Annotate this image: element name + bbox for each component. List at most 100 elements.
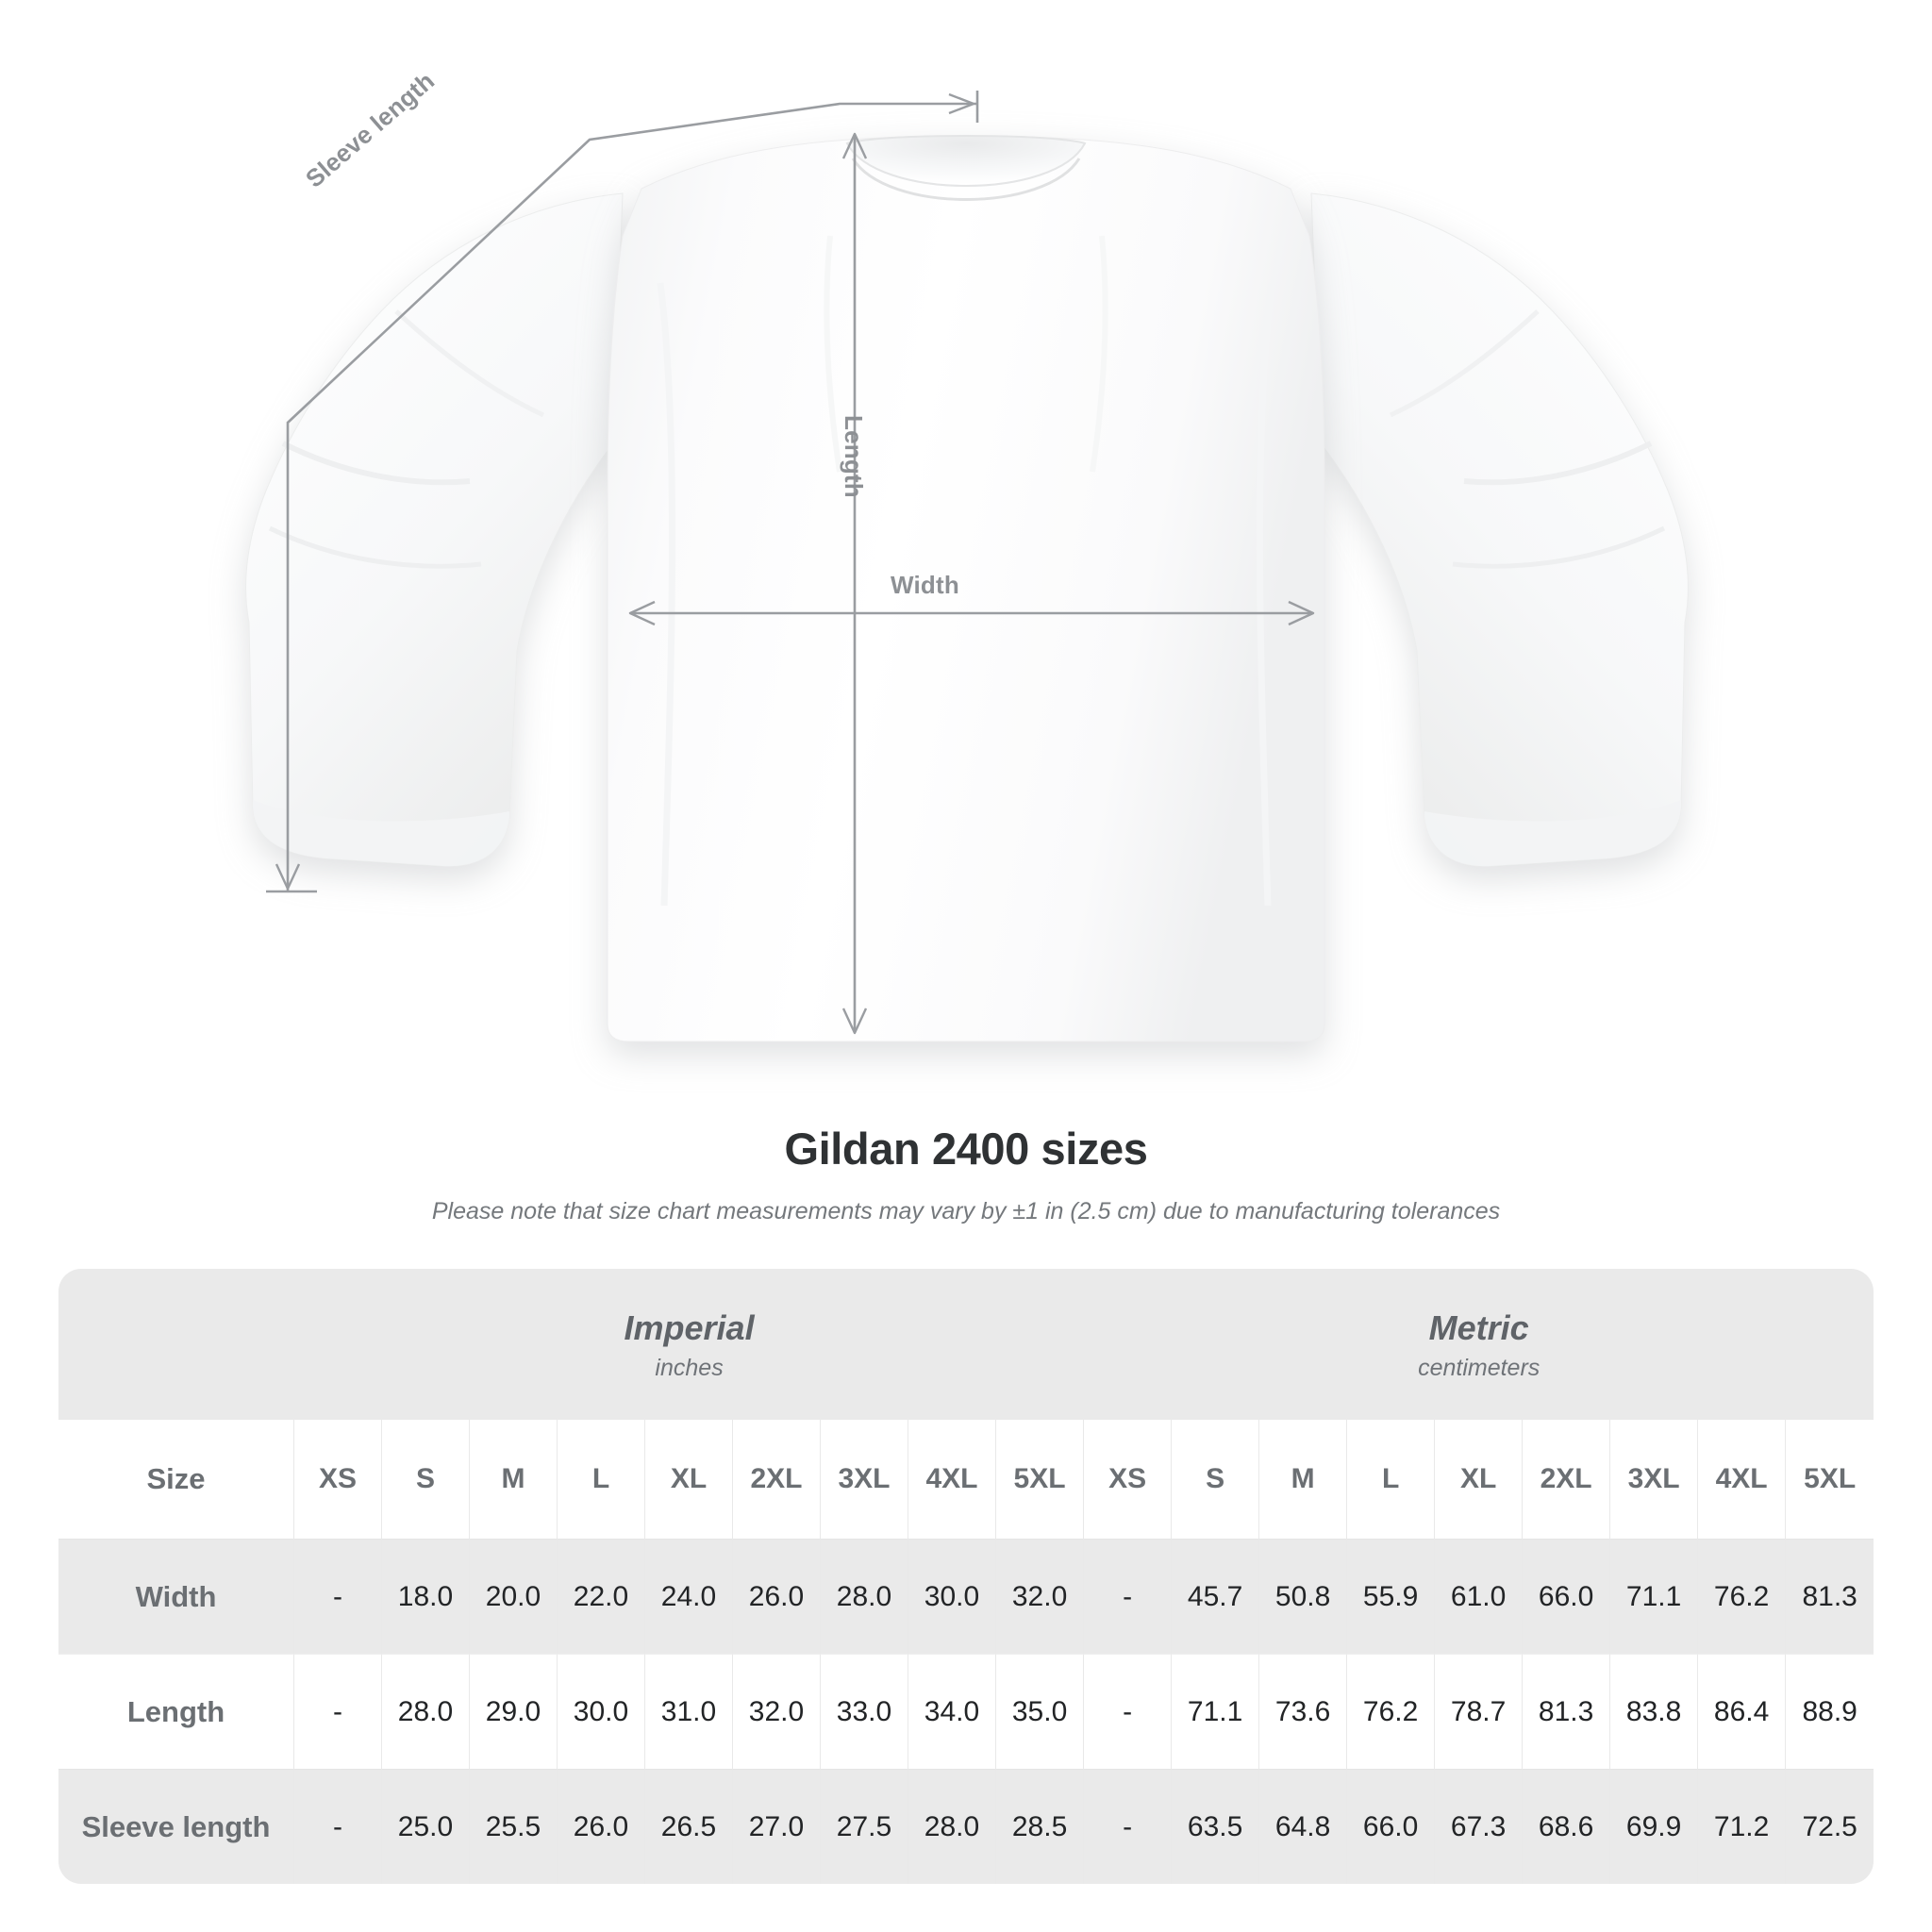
size-header-imperial-s: S xyxy=(382,1420,470,1539)
cell: 66.0 xyxy=(1347,1769,1436,1884)
cell: 66.0 xyxy=(1523,1539,1611,1654)
size-header-metric-2xl: 2XL xyxy=(1523,1420,1611,1539)
cell: 32.0 xyxy=(733,1654,821,1769)
cell: 26.5 xyxy=(645,1769,733,1884)
row-label-width: Width xyxy=(58,1539,294,1654)
cell: 61.0 xyxy=(1435,1539,1524,1654)
cell: 28.0 xyxy=(821,1539,908,1654)
cell: 30.0 xyxy=(558,1654,645,1769)
size-header-metric-l: L xyxy=(1347,1420,1436,1539)
size-header-metric-m: M xyxy=(1259,1420,1348,1539)
table-row: Length - 28.0 29.0 30.0 31.0 32.0 33.0 3… xyxy=(58,1654,1874,1769)
cell: 73.6 xyxy=(1259,1654,1348,1769)
unit-spacer-cell xyxy=(58,1269,294,1420)
cell: - xyxy=(1084,1539,1173,1654)
size-header-metric-xs: XS xyxy=(1084,1420,1173,1539)
size-header-imperial-2xl: 2XL xyxy=(733,1420,821,1539)
cell: 25.5 xyxy=(470,1769,558,1884)
cell: 29.0 xyxy=(470,1654,558,1769)
cell: 30.0 xyxy=(908,1539,996,1654)
cell: 28.0 xyxy=(908,1769,996,1884)
size-table-body: Imperial inches Metric centimeters Size … xyxy=(58,1269,1874,1884)
title-block: Gildan 2400 sizes Please note that size … xyxy=(0,1123,1932,1225)
cell: 64.8 xyxy=(1259,1769,1348,1884)
cell: 72.5 xyxy=(1786,1769,1874,1884)
cell: 35.0 xyxy=(996,1654,1085,1769)
cell: 27.0 xyxy=(733,1769,821,1884)
cell: 27.5 xyxy=(821,1769,908,1884)
size-table-wrapper: Imperial inches Metric centimeters Size … xyxy=(58,1269,1874,1884)
cell: 55.9 xyxy=(1347,1539,1436,1654)
cell: 28.5 xyxy=(996,1769,1085,1884)
cell: 83.8 xyxy=(1610,1654,1699,1769)
cell: - xyxy=(1084,1769,1173,1884)
cell: 86.4 xyxy=(1698,1654,1787,1769)
cell: 22.0 xyxy=(558,1539,645,1654)
cell: 76.2 xyxy=(1347,1654,1436,1769)
cell: - xyxy=(294,1654,382,1769)
cell: 32.0 xyxy=(996,1539,1085,1654)
size-header-metric-5xl: 5XL xyxy=(1786,1420,1874,1539)
cell: 28.0 xyxy=(382,1654,470,1769)
unit-sub-metric: centimeters xyxy=(1418,1355,1541,1381)
size-header-metric-xl: XL xyxy=(1435,1420,1524,1539)
cell: 71.2 xyxy=(1698,1769,1787,1884)
size-header-imperial-xs: XS xyxy=(294,1420,382,1539)
left-sleeve xyxy=(245,192,624,867)
cell: 71.1 xyxy=(1610,1539,1699,1654)
cell: 69.9 xyxy=(1610,1769,1699,1884)
cell: - xyxy=(294,1769,382,1884)
unit-group-imperial: Imperial inches xyxy=(294,1269,1085,1420)
unit-sub-imperial: inches xyxy=(655,1355,724,1381)
cell: 76.2 xyxy=(1698,1539,1787,1654)
size-header-imperial-l: L xyxy=(558,1420,645,1539)
width-label: Width xyxy=(891,571,959,599)
size-header-imperial-xl: XL xyxy=(645,1420,733,1539)
table-row: Sleeve length - 25.0 25.5 26.0 26.5 27.0… xyxy=(58,1769,1874,1884)
size-table: Imperial inches Metric centimeters Size … xyxy=(58,1269,1874,1884)
cell: 26.0 xyxy=(733,1539,821,1654)
size-header-imperial-5xl: 5XL xyxy=(996,1420,1085,1539)
measure-guides xyxy=(266,91,1315,1035)
cell: 24.0 xyxy=(645,1539,733,1654)
cell: 67.3 xyxy=(1435,1769,1524,1884)
cell: 88.9 xyxy=(1786,1654,1874,1769)
size-header-imperial-m: M xyxy=(470,1420,558,1539)
size-header-metric-4xl: 4XL xyxy=(1698,1420,1787,1539)
cell: 68.6 xyxy=(1523,1769,1611,1884)
garment-illustration: Sleeve length Length Width xyxy=(245,66,1689,1042)
cell: 25.0 xyxy=(382,1769,470,1884)
size-header-metric-s: S xyxy=(1172,1420,1260,1539)
size-header-imperial-3xl: 3XL xyxy=(821,1420,908,1539)
cell: 81.3 xyxy=(1523,1654,1611,1769)
cell: 18.0 xyxy=(382,1539,470,1654)
length-label: Length xyxy=(840,415,868,498)
cell: 71.1 xyxy=(1172,1654,1260,1769)
cell: 26.0 xyxy=(558,1769,645,1884)
size-header-imperial-4xl: 4XL xyxy=(908,1420,996,1539)
row-label-sleeve-length: Sleeve length xyxy=(58,1769,294,1884)
cell: 81.3 xyxy=(1786,1539,1874,1654)
sleeve-guide-line xyxy=(286,102,977,891)
page-title: Gildan 2400 sizes xyxy=(784,1124,1148,1174)
tolerance-note: Please note that size chart measurements… xyxy=(431,1198,1501,1224)
row-label-length: Length xyxy=(58,1654,294,1769)
cell: 78.7 xyxy=(1435,1654,1524,1769)
shirt-body xyxy=(607,134,1325,1042)
unit-group-metric: Metric centimeters xyxy=(1084,1269,1874,1420)
cell: 63.5 xyxy=(1172,1769,1260,1884)
table-row: Width - 18.0 20.0 22.0 24.0 26.0 28.0 30… xyxy=(58,1539,1874,1654)
cell: 31.0 xyxy=(645,1654,733,1769)
size-header-label: Size xyxy=(58,1420,294,1539)
cell: - xyxy=(294,1539,382,1654)
unit-name-metric: Metric xyxy=(1428,1308,1529,1347)
size-header-row: Size XS S M L XL 2XL 3XL 4XL 5XL XS S M … xyxy=(58,1420,1874,1539)
right-sleeve xyxy=(1310,192,1689,867)
cell: 34.0 xyxy=(908,1654,996,1769)
cell: 20.0 xyxy=(470,1539,558,1654)
unit-header-row: Imperial inches Metric centimeters xyxy=(58,1269,1874,1420)
cell: 45.7 xyxy=(1172,1539,1260,1654)
shirt-svg xyxy=(245,91,1689,1042)
unit-name-imperial: Imperial xyxy=(624,1308,755,1347)
